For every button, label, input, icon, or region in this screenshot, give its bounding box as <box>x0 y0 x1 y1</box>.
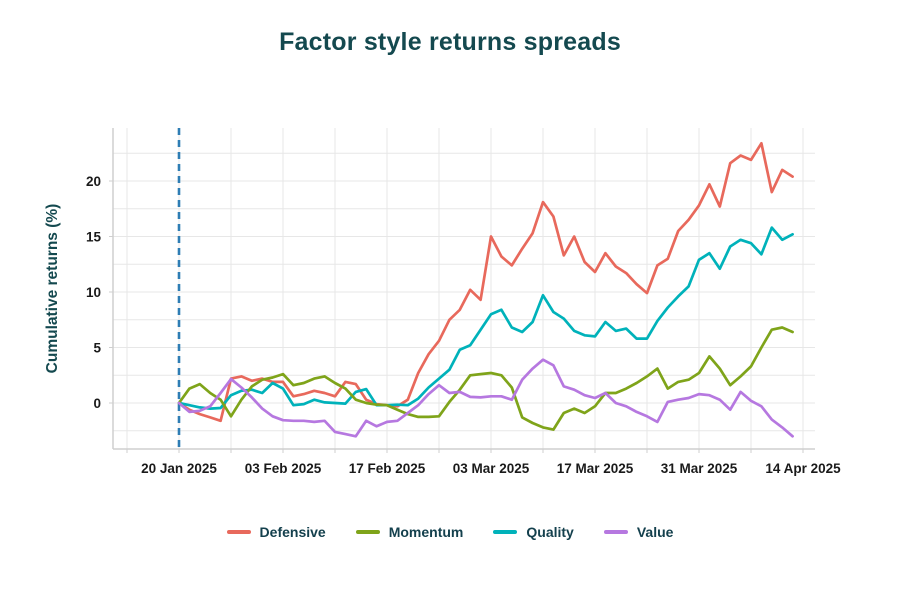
y-tick-label: 10 <box>86 285 101 300</box>
x-tick-label: 20 Jan 2025 <box>141 461 217 476</box>
series-line-value <box>177 358 794 438</box>
y-axis-title: Cumulative returns (%) <box>44 204 61 374</box>
legend-item-value[interactable]: Value <box>603 524 674 540</box>
quality-line-icon <box>493 530 518 534</box>
y-tick-label: 5 <box>93 341 101 356</box>
page-title: Factor style returns spreads <box>279 28 621 56</box>
y-tick-label: 15 <box>86 230 102 245</box>
x-tick-label: 17 Mar 2025 <box>557 461 634 476</box>
y-tick-label: 20 <box>86 174 101 189</box>
value-line-icon <box>603 530 628 534</box>
x-tick-label: 03 Mar 2025 <box>453 461 530 476</box>
defensive-line-icon <box>226 530 251 534</box>
legend-label-value: Value <box>636 524 674 540</box>
legend-item-quality[interactable]: Quality <box>493 524 574 540</box>
chart-legend: Defensive Momentum Quality Value <box>0 524 900 540</box>
x-tick-label: 14 Apr 2025 <box>765 461 841 476</box>
returns-line-chart: 0 5 10 15 20 20 Jan 2025 03 Feb 2025 17 Feb 202… <box>44 128 841 476</box>
momentum-line-icon <box>355 530 380 534</box>
y-tick-label: 0 <box>93 396 101 411</box>
series-line-momentum <box>177 326 794 431</box>
legend-label-momentum: Momentum <box>388 524 464 540</box>
x-tick-label: 17 Feb 2025 <box>349 461 426 476</box>
series-line-quality <box>177 226 794 410</box>
x-tick-label: 03 Feb 2025 <box>245 461 322 476</box>
legend-label-quality: Quality <box>526 524 574 540</box>
legend-item-defensive[interactable]: Defensive <box>226 524 326 540</box>
series-line-defensive <box>177 141 794 423</box>
legend-item-momentum[interactable]: Momentum <box>355 524 464 540</box>
x-tick-label: 31 Mar 2025 <box>661 461 738 476</box>
legend-label-defensive: Defensive <box>259 524 326 540</box>
